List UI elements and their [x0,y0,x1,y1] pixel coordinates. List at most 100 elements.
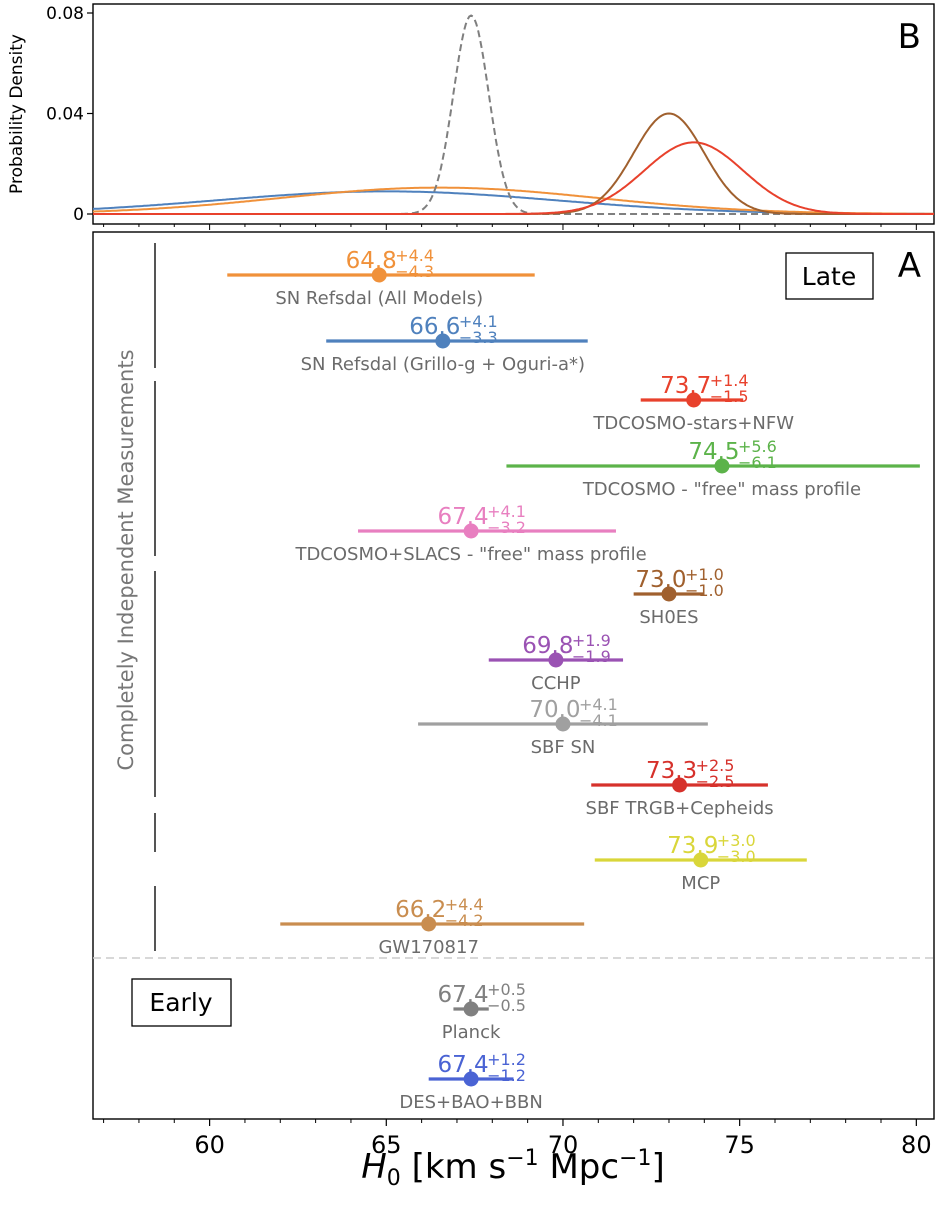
early-label: Early [149,988,212,1017]
measurement-name: Planck [442,1022,501,1043]
x-axis-label: H0 [km s−1 Mpc−1] [361,1146,665,1191]
measurement-name: SBF TRGB+Cepheids [586,798,774,819]
error-minus: −3.3 [459,328,498,347]
error-plus: +2.5 [696,756,735,775]
measurement-name: SN Refsdal (Grillo-g + Oguri-a*) [301,354,585,375]
early-box [131,978,232,1027]
error-plus: +3.0 [717,831,756,850]
error-plus: +0.5 [487,980,526,999]
value-label: 64.8 [346,248,397,274]
measurement-name: MCP [681,873,720,894]
y-axis-label: Probability Density [7,34,27,194]
error-minus: −1.2 [487,1066,526,1085]
error-minus: −2.5 [696,772,735,791]
error-minus: −4.2 [445,911,484,930]
error-plus: +4.1 [487,502,526,521]
data-point [463,1001,479,1017]
x-tick-label: 60 [194,1131,225,1159]
error-minus: −1.9 [572,647,611,666]
data-point [371,267,387,283]
measurement-name: SN Refsdal (All Models) [275,288,483,309]
data-point [421,916,437,932]
measurement-name: TDCOSMO-stars+NFW [592,413,794,434]
x-tick-label: 75 [724,1131,755,1159]
measurement-row: 69.8+1.9−1.9 CCHP [488,631,624,694]
measurement-name: TDCOSMO - "free" mass profile [582,479,861,500]
error-plus: +1.4 [710,371,749,390]
measurement-row: 67.4+4.1−3.2 TDCOSMO+SLACS - "free" mass … [294,502,646,565]
error-minus: −6.1 [738,453,777,472]
side-label: Completely Independent Measurements [114,349,138,770]
value-label: 74.5 [688,439,739,465]
error-minus: −4.1 [579,711,618,730]
data-point [693,852,709,868]
error-plus: +1.2 [487,1050,526,1069]
panel-label-b: B [898,17,921,57]
late-box [785,252,874,300]
data-point [548,652,564,668]
value-label: 66.2 [395,897,446,923]
error-minus: −3.2 [487,518,526,537]
error-minus: −3.0 [717,847,756,866]
error-plus: +1.9 [572,631,611,650]
measurement-row: 73.7+1.4−1.5 TDCOSMO-stars+NFW [592,371,794,434]
value-label: 73.7 [660,373,711,399]
value-label: 69.8 [522,633,573,659]
measurement-row: 70.0+4.1−4.1 SBF SN [418,695,708,758]
data-point [555,716,571,732]
value-label: 73.0 [635,567,686,593]
value-label: 73.9 [667,833,718,859]
data-point [672,777,688,793]
panel-label-a: A [898,246,921,286]
y-tick-label: 0.08 [46,4,84,24]
value-label: 67.4 [437,1052,488,1078]
measurement-name: DES+BAO+BBN [399,1092,543,1113]
measurement-row: 66.6+4.1−3.3 SN Refsdal (Grillo-g + Oguri… [301,312,588,375]
x-tick-label: 70 [548,1131,579,1159]
data-point [661,586,677,602]
measurement-row: 73.0+1.0−1.0 SH0ES [633,565,724,628]
measurement-name: GW170817 [378,937,478,958]
density-curve-3 [93,14,934,215]
error-plus: +4.4 [395,246,434,265]
late-label: Late [802,262,856,291]
error-plus: +1.0 [685,565,724,584]
value-label: 66.6 [409,314,460,340]
density-curve-5 [93,141,934,215]
measurement-row: 74.5+5.6−6.1 TDCOSMO - "free" mass profil… [506,437,920,500]
error-minus: −1.0 [685,581,724,600]
x-tick-label: 80 [901,1131,932,1159]
data-point [463,523,479,539]
measurement-name: CCHP [531,673,581,694]
value-label: 73.3 [646,758,697,784]
error-minus: −0.5 [487,996,526,1015]
measurement-row: 64.8+4.4−4.3 SN Refsdal (All Models) [227,246,535,309]
data-point [714,458,730,474]
measurement-row: 66.2+4.4−4.2 GW170817 [280,895,585,958]
x-tick-label: 65 [371,1131,402,1159]
measurement-row: 67.4+0.5−0.5 Planck [437,980,525,1043]
density-curve-2 [93,186,934,215]
error-plus: +4.1 [579,695,618,714]
value-label: 67.4 [437,504,488,530]
measurement-row: 73.3+2.5−2.5 SBF TRGB+Cepheids [586,756,774,819]
panel-a-frame [92,231,935,1120]
density-curve-4 [93,112,934,215]
value-label: 67.4 [437,982,488,1008]
error-plus: +4.1 [459,312,498,331]
error-plus: +4.4 [445,895,484,914]
measurement-row: 73.9+3.0−3.0 MCP [594,831,807,894]
y-tick-label: 0 [73,205,84,225]
error-plus: +5.6 [738,437,777,456]
y-tick-label: 0.04 [46,105,84,125]
measurement-name: TDCOSMO+SLACS - "free" mass profile [294,544,646,565]
data-point [686,392,702,408]
value-label: 70.0 [529,697,580,723]
measurement-name: SBF SN [531,737,596,758]
error-minus: −4.3 [395,262,434,281]
error-minus: −1.5 [710,387,749,406]
data-point [463,1071,479,1087]
measurement-row: 67.4+1.2−1.2 DES+BAO+BBN [399,1050,543,1113]
data-point [435,333,451,349]
